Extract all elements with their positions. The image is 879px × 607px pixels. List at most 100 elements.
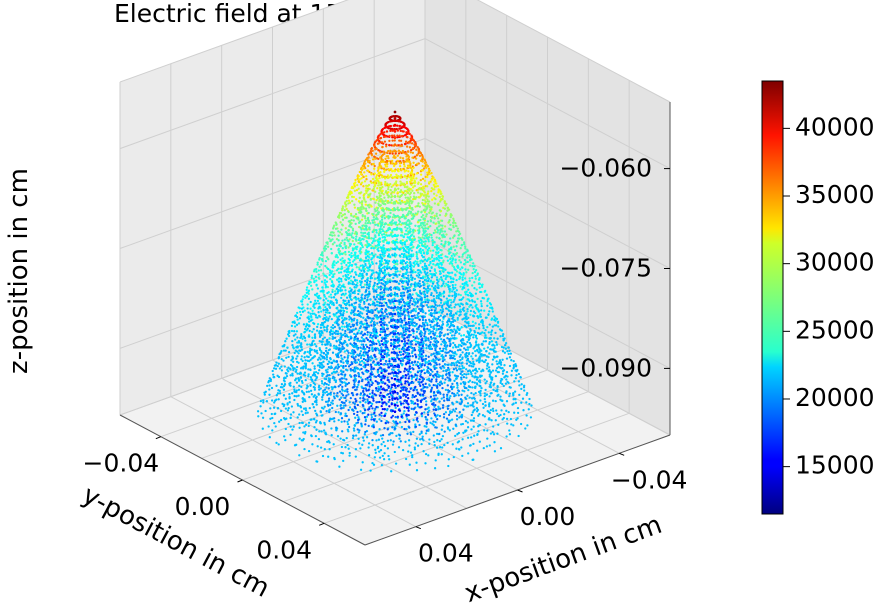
data-point [424,298,427,301]
data-point [406,236,409,239]
data-point [496,412,499,416]
data-point [464,419,468,423]
data-point [394,420,398,423]
data-point [315,403,318,406]
data-point [291,428,294,431]
data-point [461,370,464,373]
data-point [346,422,350,426]
data-point [335,278,339,281]
data-point [349,325,352,328]
data-point [432,420,435,423]
data-point [371,461,374,465]
data-point [341,239,344,242]
data-point [297,394,300,397]
data-point [391,414,395,418]
data-point [464,430,467,433]
data-point [474,327,478,330]
data-point [295,368,298,372]
data-point [326,440,329,444]
data-point [330,317,333,321]
y-tick-mark [155,436,162,440]
data-point [379,253,382,256]
data-point [339,245,342,248]
data-point [404,196,407,199]
data-point [355,273,358,276]
data-point [462,431,465,434]
data-point [403,409,406,413]
data-point [290,329,294,333]
data-point [389,392,392,395]
data-point [386,439,390,442]
data-point [517,434,520,438]
data-point [347,267,350,271]
data-point [431,398,434,401]
data-point [393,136,397,140]
data-point [350,320,353,323]
data-point [298,413,301,416]
data-point [429,421,432,424]
data-point [340,417,344,420]
data-point [478,440,481,443]
data-point [324,244,327,248]
data-point [361,412,364,415]
data-point [366,221,370,225]
data-point [282,394,286,397]
data-point [326,362,329,366]
data-point [336,363,340,366]
data-point [479,394,482,397]
data-point [398,347,401,350]
data-point [454,261,457,264]
data-point [326,309,329,312]
data-point [356,337,359,340]
data-point [437,297,440,300]
data-point [311,403,314,406]
data-point [407,174,410,177]
data-point [316,323,320,326]
data-point [302,295,305,298]
data-point [335,360,339,363]
data-point [420,430,423,433]
data-point [363,193,366,196]
data-point [454,407,458,410]
data-point [407,170,410,173]
data-point [424,362,427,365]
data-point [308,406,311,410]
data-point [337,365,341,369]
data-point [327,377,330,380]
data-point [387,190,390,194]
data-point [422,368,425,371]
data-point [486,346,490,349]
data-point [311,340,314,343]
data-point [423,328,426,331]
data-point [315,428,318,431]
data-point [373,182,376,185]
data-point [270,399,274,402]
data-point [489,383,492,387]
data-point [378,428,381,431]
data-point [400,415,403,418]
data-point [374,407,377,410]
data-point [453,328,456,331]
gridline-z-right [119,0,349,83]
data-point [381,342,384,346]
data-point [434,361,437,364]
data-point [368,226,371,229]
data-point [458,275,462,279]
data-point [376,445,380,449]
data-point [316,261,319,264]
data-point [407,251,410,255]
data-point [393,384,397,387]
data-point [429,323,432,327]
data-point [474,269,478,272]
data-point [446,333,450,336]
data-point [360,218,364,221]
gridline-z-left [424,138,671,269]
data-point [340,289,344,292]
data-point [431,370,434,373]
data-point [487,418,490,421]
data-point [292,360,295,363]
data-point [321,398,324,401]
data-point [357,329,361,332]
data-point [379,317,383,321]
data-point [323,381,327,385]
